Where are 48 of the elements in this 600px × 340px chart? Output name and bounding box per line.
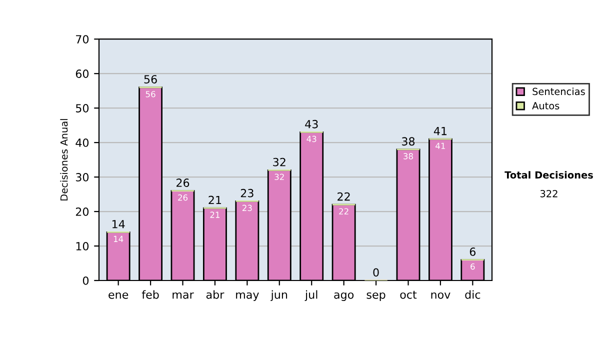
legend-label: Autos — [532, 102, 560, 110]
y-tick-label: 60 — [76, 70, 89, 78]
data-label: 56 — [146, 90, 156, 98]
y-tick-label: 70 — [76, 35, 89, 44]
y-tick-label: 20 — [76, 208, 89, 216]
text: 322 — [540, 190, 558, 198]
y-tick-label: 40 — [76, 138, 89, 147]
y-tick-label: 0 — [82, 276, 89, 285]
data-label: 14 — [114, 236, 124, 242]
total-label: 56 — [144, 75, 157, 84]
x-tick-label: ago — [334, 292, 354, 301]
y-tick-label: 30 — [76, 173, 89, 182]
x-tick-label: mar — [172, 292, 194, 299]
total-label: 22 — [338, 192, 350, 201]
x-tick-label: feb — [142, 290, 159, 299]
data-label: 26 — [178, 194, 188, 201]
x-tick-label: ene — [108, 292, 128, 299]
total-label: 21 — [208, 196, 222, 204]
total-label: 43 — [305, 120, 318, 128]
total-label: 32 — [273, 158, 286, 166]
x-tick-label: jul — [304, 290, 318, 301]
data-label: 21 — [210, 212, 220, 218]
y-tick-label: 10 — [76, 242, 89, 250]
total-label: 0 — [373, 268, 379, 277]
data-label: 43 — [306, 136, 316, 142]
data-label: 23 — [242, 204, 252, 212]
data-label: 38 — [404, 153, 413, 160]
x-tick-label: dic — [465, 290, 480, 299]
total-label: 14 — [112, 220, 125, 228]
data-label: 32 — [274, 174, 284, 180]
total-label: 41 — [434, 126, 446, 136]
y-axis-title: Decisiones Anual — [60, 119, 68, 200]
x-tick-label: sep — [366, 292, 386, 301]
data-label: 6 — [470, 263, 475, 270]
x-tick-label: jun — [270, 290, 288, 301]
total-label: 38 — [402, 137, 415, 146]
x-tick-label: nov — [431, 292, 450, 299]
data-label: 22 — [339, 208, 348, 214]
x-tick-label: may — [236, 292, 259, 301]
total-label: 23 — [240, 188, 254, 198]
text: Total Decisiones — [504, 171, 593, 179]
x-tick-label: oct — [400, 290, 417, 299]
legend-label: Sentencias — [532, 88, 585, 96]
y-tick-label: 50 — [76, 104, 89, 112]
total-label: 6 — [470, 248, 476, 256]
total-label: 26 — [176, 178, 190, 187]
data-label: 41 — [436, 142, 445, 149]
x-tick-label: abr — [206, 290, 224, 299]
